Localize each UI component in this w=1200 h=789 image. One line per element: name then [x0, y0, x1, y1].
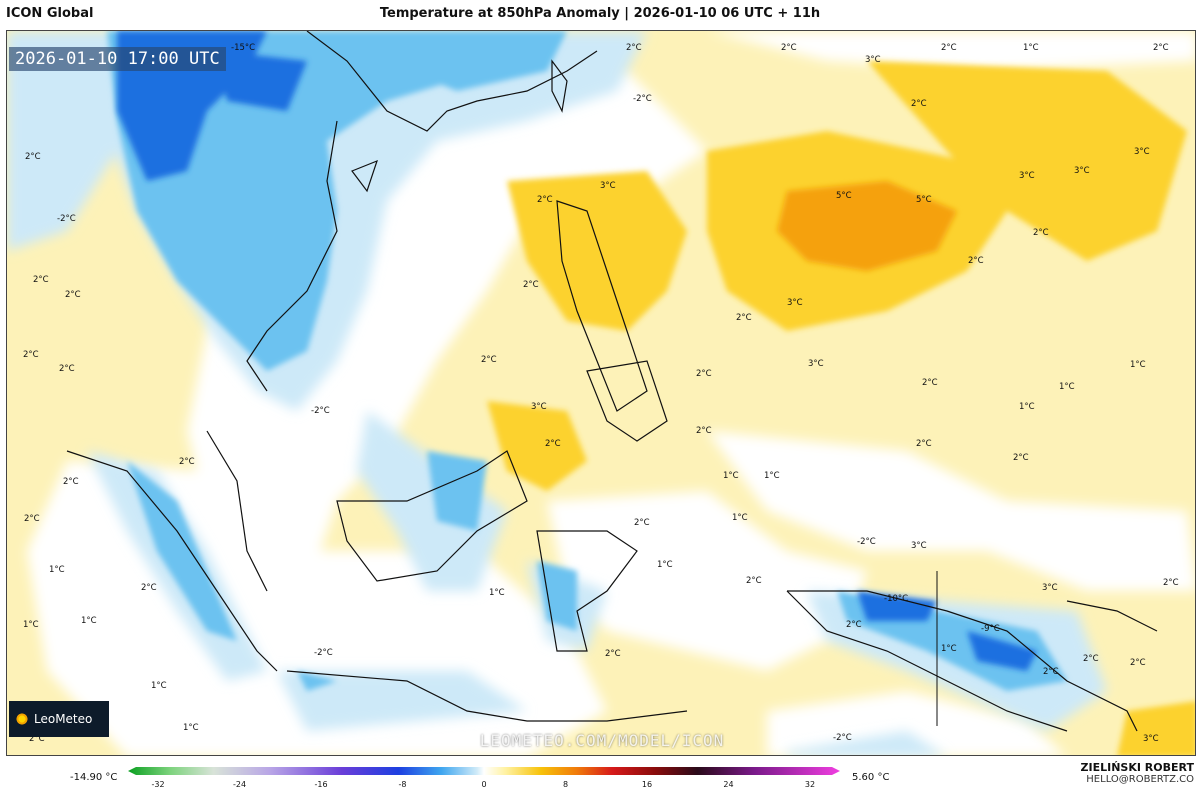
valid-time-label: 2026-01-10 17:00 UTC: [9, 47, 226, 71]
isotherm-label: 3°C: [1143, 734, 1159, 744]
isotherm-label: 2°C: [537, 195, 553, 205]
colorbar-gradient: [128, 767, 840, 775]
isotherm-label: -15°C: [231, 43, 256, 53]
isotherm-label: 2°C: [1013, 453, 1029, 463]
isotherm-label: 3°C: [600, 181, 616, 191]
isotherm-label: -2°C: [633, 94, 652, 104]
author-name: ZIELIŃSKI ROBERT: [1080, 761, 1194, 774]
isotherm-label: 2°C: [481, 355, 497, 365]
isotherm-label: 1°C: [489, 588, 505, 598]
colorbar-tick: 8: [562, 780, 569, 789]
isotherm-label: 5°C: [916, 195, 932, 205]
chart-title: Temperature at 850hPa Anomaly | 2026-01-…: [379, 6, 821, 21]
isotherm-label: 2°C: [634, 518, 650, 528]
colorbar-tick: 24: [723, 780, 734, 789]
isotherm-label: 3°C: [1019, 171, 1035, 181]
isotherm-label: 5°C: [836, 191, 852, 201]
author-email: HELLO@ROBERTZ.CO: [1086, 774, 1194, 785]
map-layers: [7, 31, 1195, 755]
isotherm-label: 2°C: [29, 734, 45, 744]
isotherm-label: 1°C: [49, 565, 65, 575]
isotherm-label: 2°C: [59, 364, 75, 374]
isotherm-label: 2°C: [941, 43, 957, 53]
isotherm-label: 2°C: [1130, 658, 1146, 668]
isotherm-label: 1°C: [657, 560, 673, 570]
colorbar-tick: -24: [232, 780, 247, 789]
sun-icon: [15, 712, 29, 726]
coastlines: [66, 31, 1158, 732]
isotherm-label: 2°C: [545, 439, 561, 449]
isotherm-label: 2°C: [25, 152, 41, 162]
isotherm-label: 3°C: [808, 359, 824, 369]
isotherm-label: 2°C: [846, 620, 862, 630]
isotherm-label: 2°C: [179, 457, 195, 467]
isotherm-label: -10°C: [884, 594, 909, 604]
isotherm-label: 2°C: [24, 514, 40, 524]
colorbar-tick: -8: [398, 780, 407, 789]
colorbar-tick: 0: [481, 780, 487, 789]
isotherm-label: 3°C: [787, 298, 803, 308]
isotherm-label: 2°C: [141, 583, 157, 593]
isotherm-label: 3°C: [1074, 166, 1090, 176]
watermark-url: LEOMETEO.COM/MODEL/ICON: [479, 731, 725, 750]
isotherm-label: -2°C: [57, 214, 76, 224]
isotherm-label: 2°C: [1043, 667, 1059, 677]
isotherm-label: 2°C: [23, 350, 39, 360]
isotherm-label: 1°C: [183, 723, 199, 733]
isotherm-label: 2°C: [523, 280, 539, 290]
isotherm-label: -9°C: [981, 624, 1000, 634]
colorbar-tick: -32: [151, 780, 165, 789]
isotherm-label: -2°C: [857, 537, 876, 547]
isotherm-label: 1°C: [81, 616, 97, 626]
logo-text: LeoMeteo: [34, 712, 93, 726]
isotherm-label: 2°C: [1083, 654, 1099, 664]
isotherm-label: 3°C: [911, 541, 927, 551]
isotherm-label: 1°C: [151, 681, 167, 691]
isotherm-label: 1°C: [941, 644, 957, 654]
colorbar-area: -14.90 °C: [0, 760, 1200, 789]
isotherm-label: 2°C: [922, 378, 938, 388]
isotherm-label: 3°C: [1042, 583, 1058, 593]
isotherm-label: 2°C: [746, 576, 762, 586]
isotherm-label: 3°C: [865, 55, 881, 65]
isotherm-label: 2°C: [605, 649, 621, 659]
isotherm-label: 2°C: [33, 275, 49, 285]
isotherm-label: 2°C: [968, 256, 984, 266]
isotherm-label: 3°C: [1134, 147, 1150, 157]
isotherm-label: 2°C: [696, 426, 712, 436]
isotherm-label: 1°C: [764, 471, 780, 481]
isotherm-label: 2°C: [63, 477, 79, 487]
isotherm-label: 1°C: [1019, 402, 1035, 412]
isotherm-label: 2°C: [911, 99, 927, 109]
isotherm-label: 1°C: [732, 513, 748, 523]
isotherm-label: 2°C: [696, 369, 712, 379]
isotherm-label: 2°C: [65, 290, 81, 300]
isotherm-label: 2°C: [1163, 578, 1179, 588]
isotherm-label: 2°C: [1033, 228, 1049, 238]
isotherm-label: 1°C: [1023, 43, 1039, 53]
colorbar-tick: 16: [641, 780, 653, 789]
isotherm-label: 2°C: [736, 313, 752, 323]
colorbar-tick: 32: [804, 780, 816, 789]
anomaly-map[interactable]: 2026-01-10 17:00 UTC -15°C 2°C 2°C 2°C 1°C 2°…: [6, 30, 1196, 756]
isotherm-label: 2°C: [626, 43, 642, 53]
isotherm-label: -2°C: [833, 733, 852, 743]
colorbar-min-label: -14.90 °C: [70, 772, 118, 783]
isotherm-label: 1°C: [1059, 382, 1075, 392]
hot-core: [777, 181, 957, 271]
isotherm-label: -2°C: [314, 648, 333, 658]
isotherm-label: 2°C: [1153, 43, 1169, 53]
model-name: ICON Global: [6, 6, 94, 21]
isotherm-label: 3°C: [531, 402, 547, 412]
colorbar-max-label: 5.60 °C: [852, 772, 890, 783]
isotherm-label: 2°C: [916, 439, 932, 449]
isotherm-label: -2°C: [311, 406, 330, 416]
colorbar-tick: -16: [314, 780, 328, 789]
isotherm-label: 2°C: [781, 43, 797, 53]
isotherm-label: 1°C: [723, 471, 739, 481]
isotherm-label: 1°C: [23, 620, 39, 630]
author-block: ZIELIŃSKI ROBERT HELLO@ROBERTZ.CO: [1081, 761, 1194, 785]
leometeo-logo[interactable]: LeoMeteo: [9, 701, 109, 737]
isotherm-label: 1°C: [1130, 360, 1146, 370]
